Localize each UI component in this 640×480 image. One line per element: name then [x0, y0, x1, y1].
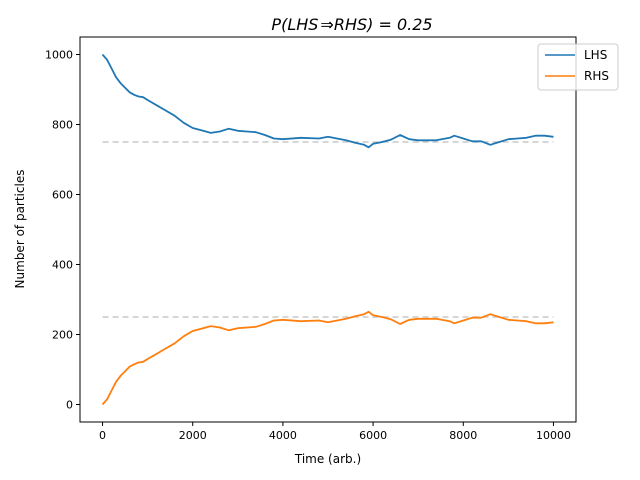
legend-label-rhs: RHS: [584, 69, 609, 83]
legend-label-lhs: LHS: [584, 48, 607, 62]
x-tick-label: 0: [99, 429, 106, 442]
y-tick-label: 200: [52, 329, 73, 342]
y-axis: 0 200 400 600 800 1000: [45, 49, 80, 412]
x-tick-label: 6000: [359, 429, 387, 442]
title-prefix: P(LHS: [271, 15, 318, 34]
x-tick-label: 2000: [179, 429, 207, 442]
y-tick-label: 400: [52, 259, 73, 272]
y-tick-label: 1000: [45, 49, 73, 62]
title-arrow: ⇒: [320, 15, 333, 34]
series-layer: [101, 53, 554, 406]
x-tick-label: 10000: [536, 429, 571, 442]
x-tick-label: 8000: [449, 429, 477, 442]
y-tick-label: 600: [52, 189, 73, 202]
series-line-lhs: [101, 53, 554, 149]
svg-text:P(LHS⇒RHS) = 0.25: P(LHS ⇒RHS) = 0.25: [271, 15, 432, 34]
x-axis: 0 2000 4000 6000 8000 10000: [99, 422, 571, 442]
x-tick-label: 4000: [269, 429, 297, 442]
chart-title: P(LHS ⇒RHS) = 0.25: [271, 15, 432, 34]
legend: LHS RHS: [537, 43, 619, 91]
y-axis-label: Number of particles: [13, 170, 27, 289]
y-tick-label: 0: [66, 399, 73, 412]
y-tick-label: 800: [52, 119, 73, 132]
plot-frame: [79, 36, 577, 423]
x-axis-label: Time (arb.): [294, 452, 361, 466]
series-line-rhs: [101, 310, 554, 406]
title-suffix: RHS) = 0.25: [334, 15, 433, 34]
